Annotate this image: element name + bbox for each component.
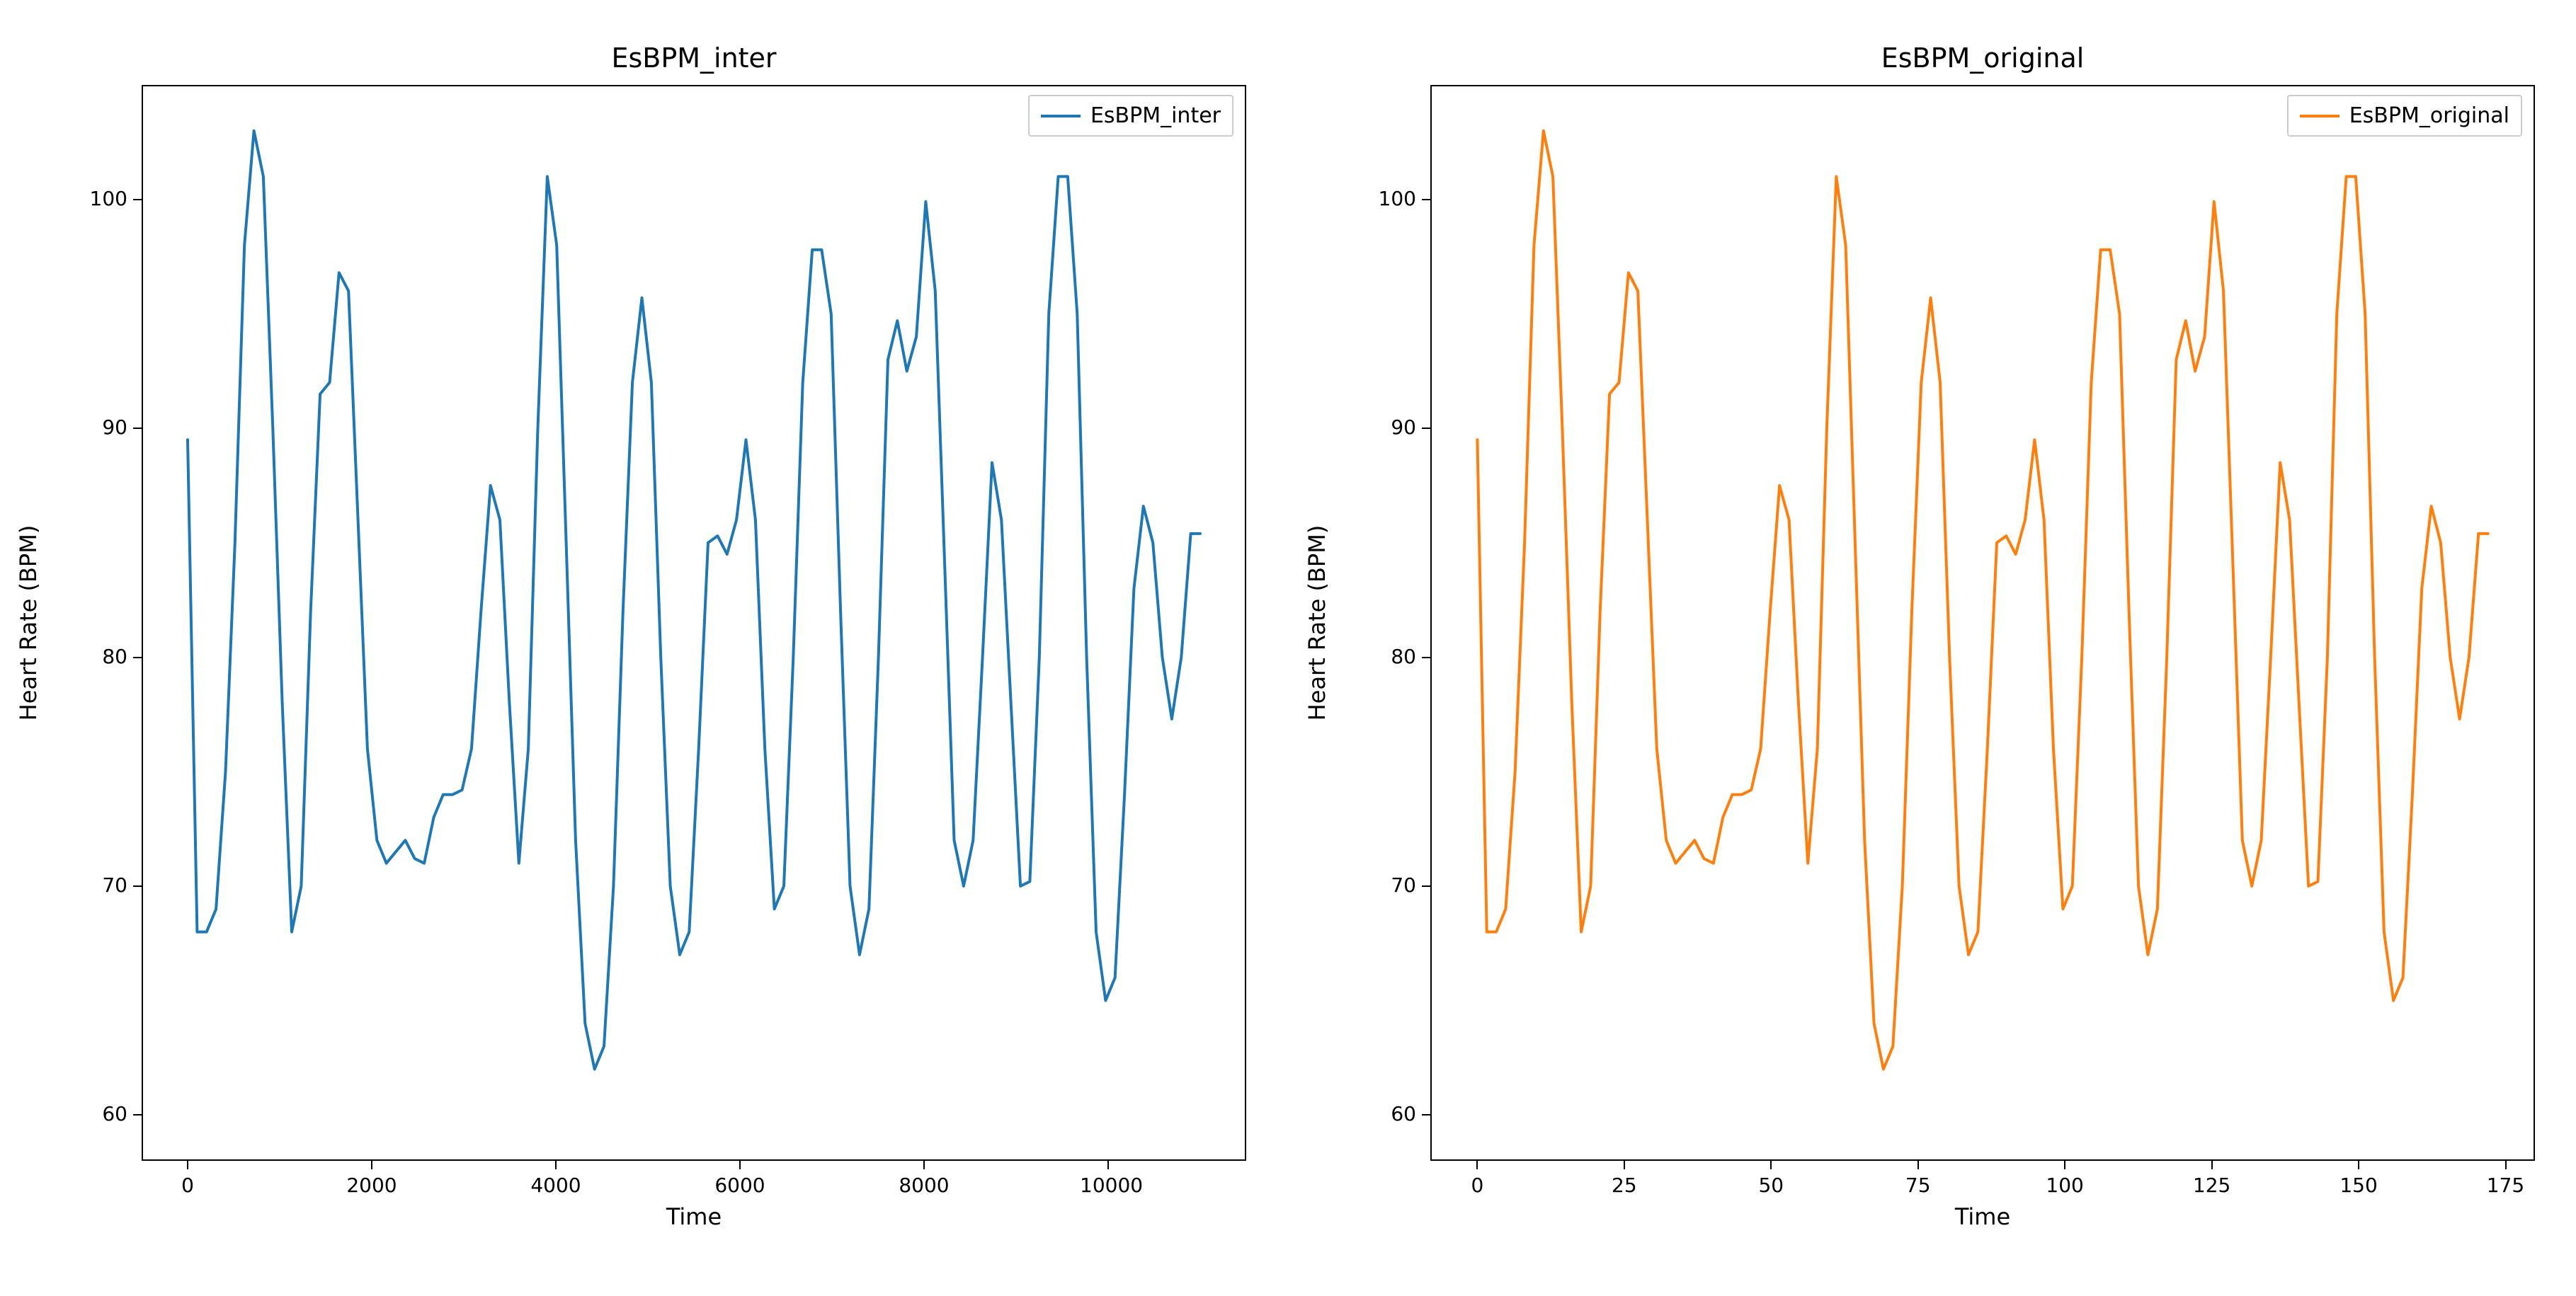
ytick-mark (133, 199, 142, 200)
xtick-mark (371, 1161, 372, 1169)
xtick-label: 50 (1743, 1174, 1799, 1197)
xtick-mark (555, 1161, 557, 1169)
ytick-mark (1422, 1114, 1430, 1116)
ytick-label: 70 (102, 873, 127, 897)
legend-label-right: EsBPM_original (2349, 103, 2509, 128)
xtick-label: 125 (2184, 1174, 2240, 1197)
legend-swatch (1041, 115, 1081, 117)
ytick-label: 100 (90, 187, 127, 210)
ytick-label: 100 (1379, 187, 1416, 210)
ytick-mark (133, 657, 142, 658)
ytick-mark (133, 428, 142, 429)
ytick-mark (1422, 657, 1430, 658)
xlabel-right: Time (1430, 1203, 2535, 1230)
figure: EsBPM_inter 60 70 80 90 100 0 2000 4000 6000 8000 1… (0, 0, 2576, 1296)
xtick-label: 0 (159, 1174, 216, 1197)
xtick-label: 25 (1596, 1174, 1653, 1197)
xtick-mark (2064, 1161, 2065, 1169)
xtick-mark (2505, 1161, 2507, 1169)
xtick-label: 100 (2036, 1174, 2093, 1197)
ytick-mark (1422, 885, 1430, 887)
xtick-mark (2211, 1161, 2213, 1169)
ytick-label: 60 (1391, 1102, 1416, 1125)
xtick-label: 4000 (528, 1174, 584, 1197)
ytick-mark (1422, 428, 1430, 429)
ytick-label: 60 (102, 1102, 127, 1125)
ytick-label: 90 (102, 415, 127, 439)
xtick-label: 75 (1890, 1174, 1947, 1197)
xtick-mark (1624, 1161, 1625, 1169)
xtick-label: 175 (2478, 1174, 2534, 1197)
ytick-mark (1422, 199, 1430, 200)
xtick-mark (2358, 1161, 2359, 1169)
chart-title-left: EsBPM_inter (142, 42, 1246, 74)
ytick-label: 70 (1391, 873, 1416, 897)
xtick-mark (1476, 1161, 1478, 1169)
xtick-label: 150 (2330, 1174, 2387, 1197)
line-series-left (142, 85, 1246, 1161)
xtick-mark (187, 1161, 188, 1169)
xtick-label: 8000 (896, 1174, 952, 1197)
xtick-label: 10000 (1080, 1174, 1136, 1197)
xtick-mark (923, 1161, 925, 1169)
xtick-mark (1917, 1161, 1919, 1169)
xtick-label: 0 (1449, 1174, 1505, 1197)
ytick-label: 90 (1391, 415, 1416, 439)
ylabel-right: Heart Rate (BPM) (1304, 525, 1330, 721)
xtick-mark (739, 1161, 741, 1169)
xtick-mark (1770, 1161, 1772, 1169)
legend-right: EsBPM_original (2287, 95, 2522, 137)
ytick-label: 80 (1391, 645, 1416, 668)
xtick-label: 2000 (343, 1174, 400, 1197)
xtick-mark (1107, 1161, 1109, 1169)
chart-title-right: EsBPM_original (1430, 42, 2535, 74)
ylabel-left: Heart Rate (BPM) (15, 525, 42, 721)
ytick-label: 80 (102, 645, 127, 668)
legend-swatch (2300, 115, 2340, 117)
line-series-right (1430, 85, 2535, 1161)
ytick-mark (133, 885, 142, 887)
xlabel-left: Time (142, 1203, 1246, 1230)
legend-left: EsBPM_inter (1028, 95, 1233, 137)
ytick-mark (133, 1114, 142, 1116)
legend-label-left: EsBPM_inter (1090, 103, 1221, 128)
xtick-label: 6000 (712, 1174, 768, 1197)
